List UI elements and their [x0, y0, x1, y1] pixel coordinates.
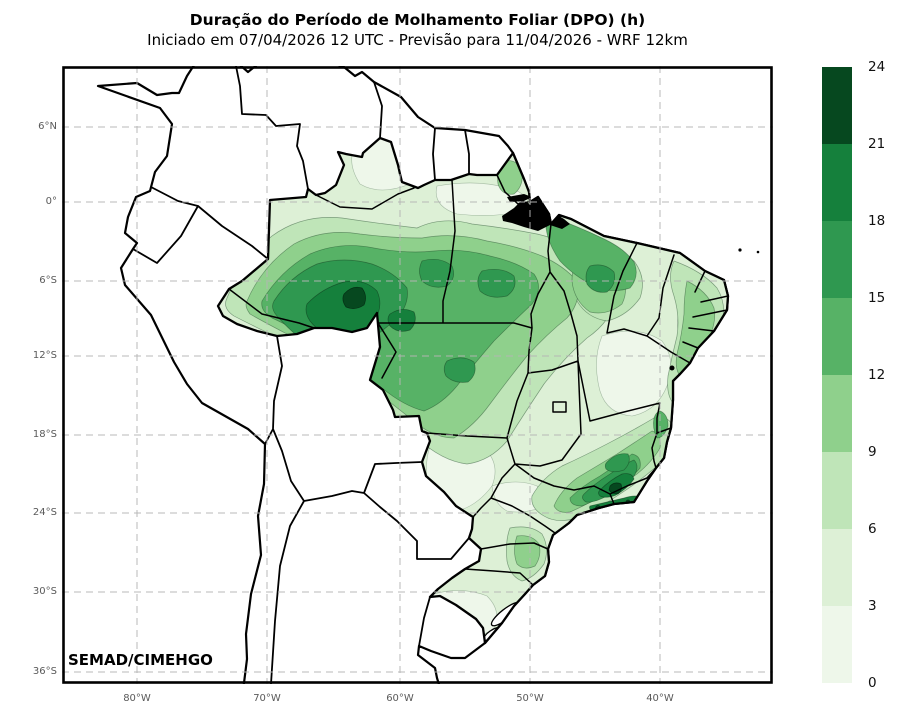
- colorbar-tick-label: 15: [868, 290, 886, 306]
- lon-tick-label: 40°W: [646, 693, 674, 704]
- map-canvas: [62, 56, 773, 693]
- lon-tick-label: 80°W: [123, 693, 151, 704]
- lon-tick-label: 60°W: [386, 693, 414, 704]
- colorbar-tick-label: 12: [868, 367, 886, 383]
- lat-tick-label: 0°: [45, 196, 57, 207]
- credit-watermark: SEMAD/CIMEHGO: [68, 651, 213, 669]
- colorbar-tick-label: 24: [868, 59, 886, 75]
- lat-tick-label: 30°S: [32, 586, 57, 597]
- lat-tick-label: 24°S: [32, 507, 57, 518]
- page-title: Duração do Período de Molhamento Foliar …: [189, 11, 646, 29]
- colorbar-tick-label: 9: [868, 444, 877, 460]
- salvador-bay-dot: [669, 365, 675, 371]
- lon-tick-label: 50°W: [516, 693, 544, 704]
- colorbar-tick-label: 18: [868, 213, 886, 229]
- lat-tick-label: 36°S: [32, 666, 57, 677]
- lat-tick-label: 12°S: [32, 350, 57, 361]
- colorbar-segment: [822, 606, 852, 683]
- axes-frame: [62, 66, 773, 684]
- colorbar-segment: [822, 529, 852, 606]
- colorbar-segment: [822, 298, 852, 375]
- colorbar: [822, 67, 852, 683]
- colorbar-segment: [822, 221, 852, 298]
- brazil-border: [216, 136, 730, 645]
- colorbar-tick-label: 6: [868, 521, 877, 537]
- lat-tick-label: 18°S: [32, 429, 57, 440]
- brazil-dpo-contour-map: [62, 56, 773, 693]
- colorbar-segment: [822, 452, 852, 529]
- colorbar-tick-label: 0: [868, 675, 877, 691]
- lat-tick-label: 6°N: [38, 121, 57, 132]
- colorbar-segment: [822, 375, 852, 452]
- country-borders: [132, 60, 470, 685]
- colorbar-segment: [822, 144, 852, 221]
- lat-tick-label: 6°S: [39, 275, 57, 286]
- page-subtitle: Iniciado em 07/04/2026 12 UTC - Previsão…: [147, 31, 688, 49]
- graticule: [62, 66, 773, 684]
- colorbar-tick-label: 3: [868, 598, 877, 614]
- lon-tick-label: 70°W: [253, 693, 281, 704]
- colorbar-segment: [822, 67, 852, 144]
- offshore-islands: [738, 248, 760, 254]
- colorbar-tick-label: 21: [868, 136, 886, 152]
